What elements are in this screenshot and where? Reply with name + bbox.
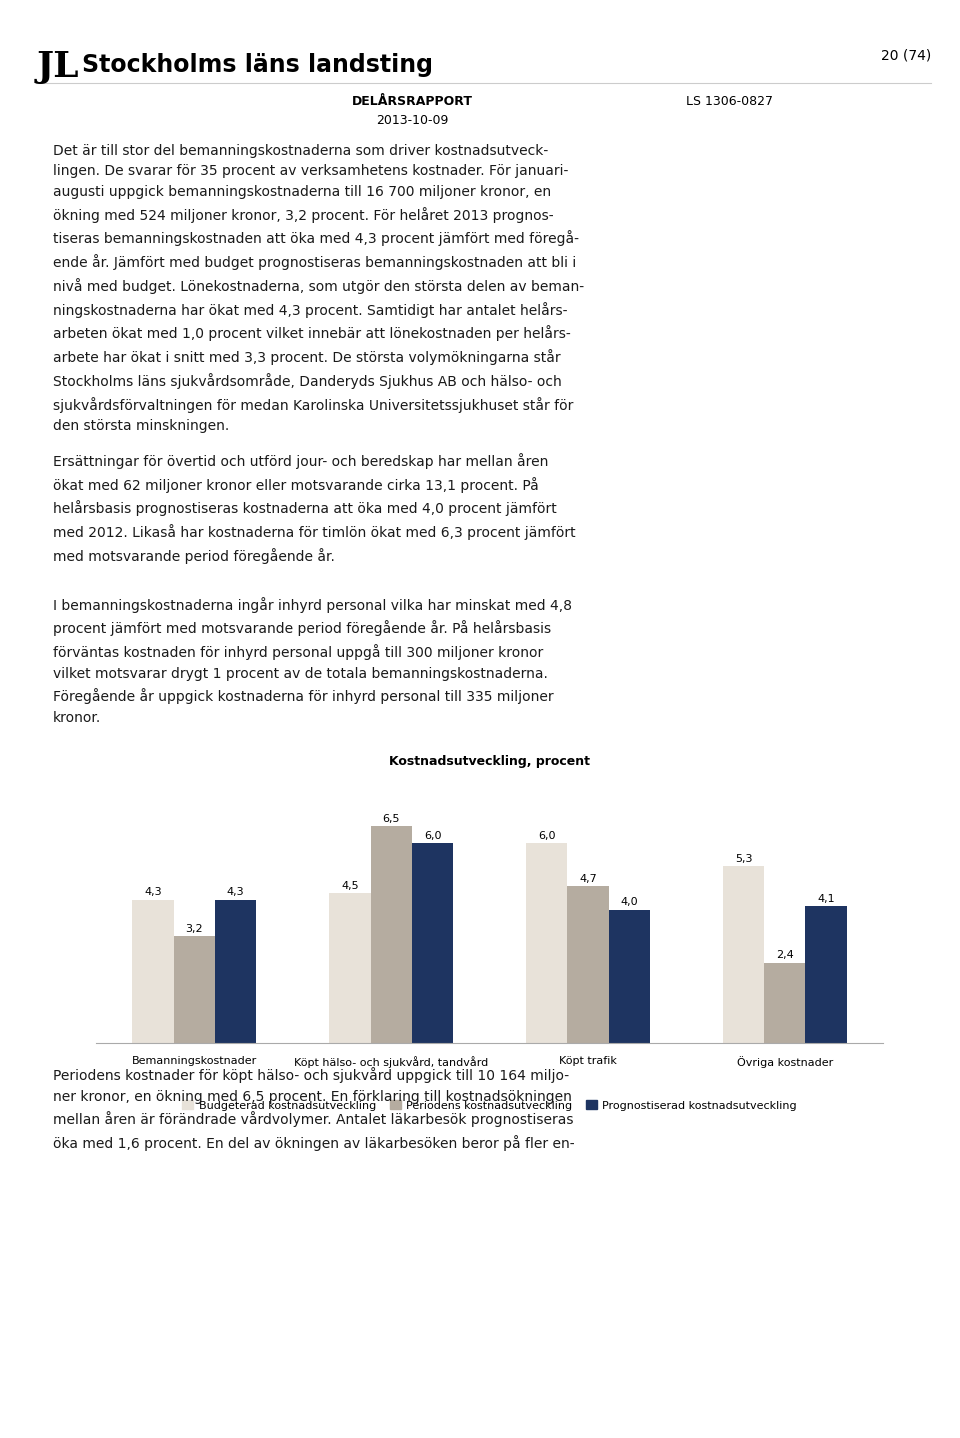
- Text: 6,5: 6,5: [382, 814, 400, 824]
- Text: 4,3: 4,3: [144, 887, 162, 897]
- Bar: [412, 843, 453, 1043]
- Text: 4,1: 4,1: [817, 894, 835, 905]
- Text: JL: JL: [36, 50, 79, 85]
- Bar: [174, 936, 215, 1043]
- Text: 6,0: 6,0: [423, 831, 442, 841]
- Text: 4,7: 4,7: [579, 874, 597, 884]
- Text: 5,3: 5,3: [734, 854, 753, 864]
- Legend: Budgeterad kostnadsutveckling, Periodens kostnadsutveckling, Prognostiserad kost: Budgeterad kostnadsutveckling, Periodens…: [178, 1096, 802, 1114]
- Text: 2,4: 2,4: [776, 951, 794, 961]
- Text: 2013-10-09: 2013-10-09: [376, 114, 449, 127]
- Bar: [215, 900, 256, 1043]
- Text: 4,0: 4,0: [620, 897, 638, 907]
- Text: I bemanningskostnaderna ingår inhyrd personal vilka har minskat med 4,8
procent : I bemanningskostnaderna ingår inhyrd per…: [53, 597, 572, 725]
- Text: 4,3: 4,3: [227, 887, 245, 897]
- Bar: [805, 906, 847, 1043]
- Bar: [526, 843, 567, 1043]
- Bar: [329, 893, 371, 1043]
- Bar: [609, 910, 650, 1043]
- Bar: [132, 900, 174, 1043]
- Text: Stockholms läns landsting: Stockholms läns landsting: [82, 53, 433, 78]
- Text: 20 (74): 20 (74): [881, 49, 931, 63]
- Bar: [567, 886, 609, 1043]
- Text: Periodens kostnader för köpt hälso- och sjukvård uppgick till 10 164 miljo-
ner : Periodens kostnader för köpt hälso- och …: [53, 1067, 574, 1150]
- Text: Ersättningar för övertid och utförd jour- och beredskap har mellan åren
ökat med: Ersättningar för övertid och utförd jour…: [53, 453, 575, 564]
- Bar: [723, 866, 764, 1043]
- Bar: [371, 827, 412, 1043]
- Text: 4,5: 4,5: [341, 880, 359, 890]
- Text: LS 1306-0827: LS 1306-0827: [686, 95, 773, 108]
- Bar: [764, 963, 805, 1043]
- Text: 3,2: 3,2: [185, 923, 204, 933]
- Text: Det är till stor del bemanningskostnaderna som driver kostnadsutveck-
lingen. De: Det är till stor del bemanningskostnader…: [53, 144, 584, 433]
- Text: 6,0: 6,0: [538, 831, 556, 841]
- Title: Kostnadsutveckling, procent: Kostnadsutveckling, procent: [389, 755, 590, 768]
- Text: DELÅRSRAPPORT: DELÅRSRAPPORT: [352, 95, 473, 108]
